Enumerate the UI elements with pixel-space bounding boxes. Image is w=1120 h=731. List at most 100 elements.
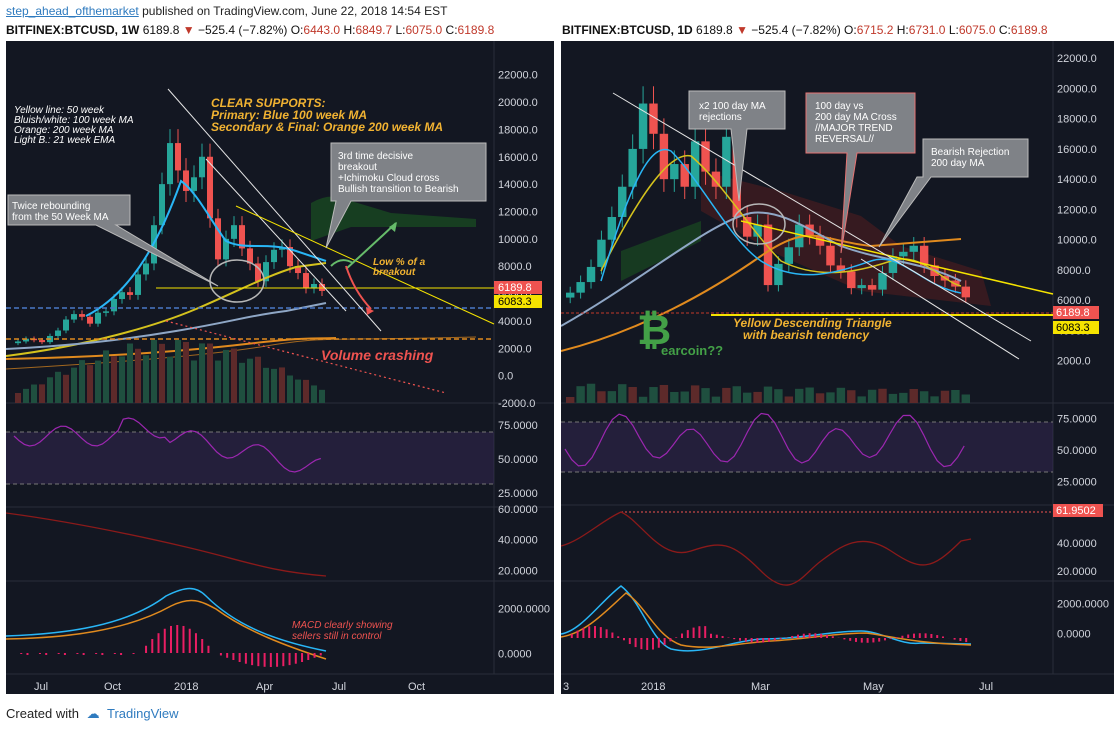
macd-histogram-bar <box>163 628 166 653</box>
support-price-tag <box>494 295 542 308</box>
y-tick-label: 2000.0 <box>498 343 532 355</box>
left-symbol: BITFINEX:BTCUSD, 1W <box>6 23 140 37</box>
candle <box>199 156 205 178</box>
macd-histogram-bar <box>907 634 910 638</box>
volume-bar <box>55 371 61 403</box>
support-price-tag <box>1053 321 1099 334</box>
y-tick-label: 12000.0 <box>1057 204 1097 216</box>
indicator-tick-label: 50.0000 <box>498 454 538 466</box>
supports-note: CLEAR SUPPORTS: Primary: Blue 100 week M… <box>211 96 443 134</box>
weekly-chart-panel[interactable]: 22000.0 20000.0 18000.0 16000.0 14000.0 12000… <box>6 41 554 694</box>
volume-bar <box>607 391 617 403</box>
macd-histogram-bar <box>232 653 235 660</box>
candle <box>287 247 293 267</box>
x-tick-label: Jul <box>332 681 346 693</box>
volume-bar <box>119 356 125 403</box>
volume-bar <box>857 396 866 403</box>
volume-bar <box>899 392 908 403</box>
macd-text: MACD clearly showing <box>292 620 393 631</box>
macd-histogram-bar <box>715 634 718 638</box>
indicator-tick-label: 40.0000 <box>498 535 538 547</box>
cross-text: REVERSAL// <box>815 134 874 145</box>
macd-histogram-bar <box>814 633 817 638</box>
y-tick-label: 2000.0 <box>1057 356 1091 368</box>
candle <box>638 103 648 149</box>
macd-histogram-bar <box>733 638 736 640</box>
macd-histogram-bar <box>872 638 875 643</box>
macd-histogram-bar <box>238 653 241 662</box>
y-tick-label: 10000.0 <box>498 234 538 246</box>
macd-histogram-bar <box>959 638 962 642</box>
cross-text: 200 day MA Cross <box>815 112 897 123</box>
volume-bar <box>732 386 741 403</box>
trendline-2 <box>860 258 1020 360</box>
x-tick-label: 2018 <box>641 681 665 693</box>
volume-bar <box>159 343 165 403</box>
triangle-upper-line <box>740 220 1054 295</box>
macd-histogram-bar <box>820 633 823 638</box>
volume-bar <box>763 386 773 403</box>
supports-line: Primary: Blue 100 week MA <box>211 108 367 122</box>
indicator-tick-label: 25.0000 <box>498 488 538 500</box>
daily-chart-svg[interactable]: 22000.0 20000.0 18000.0 16000.0 14000.0 12000… <box>561 41 1114 694</box>
volume-bar <box>15 393 21 403</box>
ema21-line <box>85 179 327 317</box>
rebound-text: Twice rebounding <box>12 201 90 212</box>
tradingview-link[interactable]: TradingView <box>107 706 179 721</box>
volume-bar <box>680 391 689 403</box>
weekly-chart-svg[interactable]: 22000.0 20000.0 18000.0 16000.0 14000.0 12000… <box>6 41 554 694</box>
macd-text: sellers still in control <box>292 631 382 642</box>
macd-histogram-bar <box>219 653 222 656</box>
volume-bar <box>888 393 898 403</box>
legend-line: Bluish/white: 100 week MA <box>14 115 134 126</box>
author-link[interactable]: step_ahead_ofthemarket <box>6 4 139 18</box>
left-low: 6075.0 <box>405 23 443 37</box>
candle <box>899 251 908 257</box>
ichimoku-cloud <box>701 171 991 306</box>
candle <box>255 263 261 282</box>
left-ticker-line: BITFINEX:BTCUSD, 1W 6189.8 ▼ −525.4 (−7.… <box>6 23 494 37</box>
bull-arrowhead <box>389 222 397 232</box>
volume-bar <box>191 360 197 403</box>
macd-histogram-bar <box>201 639 204 653</box>
macd-histogram-bar <box>611 632 614 638</box>
macd-histogram-bar <box>207 645 210 653</box>
footer: Created with ☁ TradingView <box>6 706 179 722</box>
volume-bar <box>566 397 575 403</box>
macd-histogram-bar <box>808 633 811 638</box>
y-tick-label: 16000.0 <box>1057 144 1097 156</box>
x-tick-label: Apr <box>256 681 273 693</box>
volume-bar <box>951 389 960 403</box>
macd-histogram-bar <box>276 653 279 667</box>
indicator-tick-label: 75.0000 <box>498 420 538 432</box>
y-tick-label: 0.0 <box>498 371 513 383</box>
candle <box>753 224 762 237</box>
macd-histogram-bar <box>704 626 707 638</box>
macd-histogram-bar <box>646 638 649 650</box>
volume-bar <box>774 389 783 403</box>
macd-histogram-bar <box>594 626 596 638</box>
daily-chart-panel[interactable]: 22000.0 20000.0 18000.0 16000.0 14000.0 12000… <box>561 41 1114 694</box>
candle <box>191 177 197 191</box>
x-tick-label: May <box>863 681 884 693</box>
macd-histogram-bar <box>263 653 266 667</box>
right-low-label: L: <box>948 23 959 37</box>
ma100-line <box>6 302 327 350</box>
volume-bar <box>867 389 877 403</box>
volume-crashing-text: Volume crashing <box>321 347 434 363</box>
indicator-tick-label: 60.0000 <box>498 504 538 516</box>
macd-histogram-bar <box>681 633 683 638</box>
publish-header: step_ahead_ofthemarket published on Trad… <box>6 4 447 18</box>
y-tick-label: 20000.0 <box>1057 83 1097 95</box>
macd-histogram-bar <box>918 633 921 638</box>
signal-line <box>6 599 327 660</box>
supports-line: CLEAR SUPPORTS: <box>211 96 325 110</box>
left-high: 6849.7 <box>355 23 393 37</box>
right-symbol: BITFINEX:BTCUSD, 1D <box>562 23 693 37</box>
indicator-tick-label: 2000.0000 <box>1057 599 1109 611</box>
indicator-tick-label: 0.0000 <box>498 649 532 661</box>
macd-histogram-bar <box>889 638 892 639</box>
volume-bar <box>103 350 109 403</box>
volume-bar <box>597 391 606 403</box>
y-tick-label: 14000.0 <box>1057 174 1097 186</box>
